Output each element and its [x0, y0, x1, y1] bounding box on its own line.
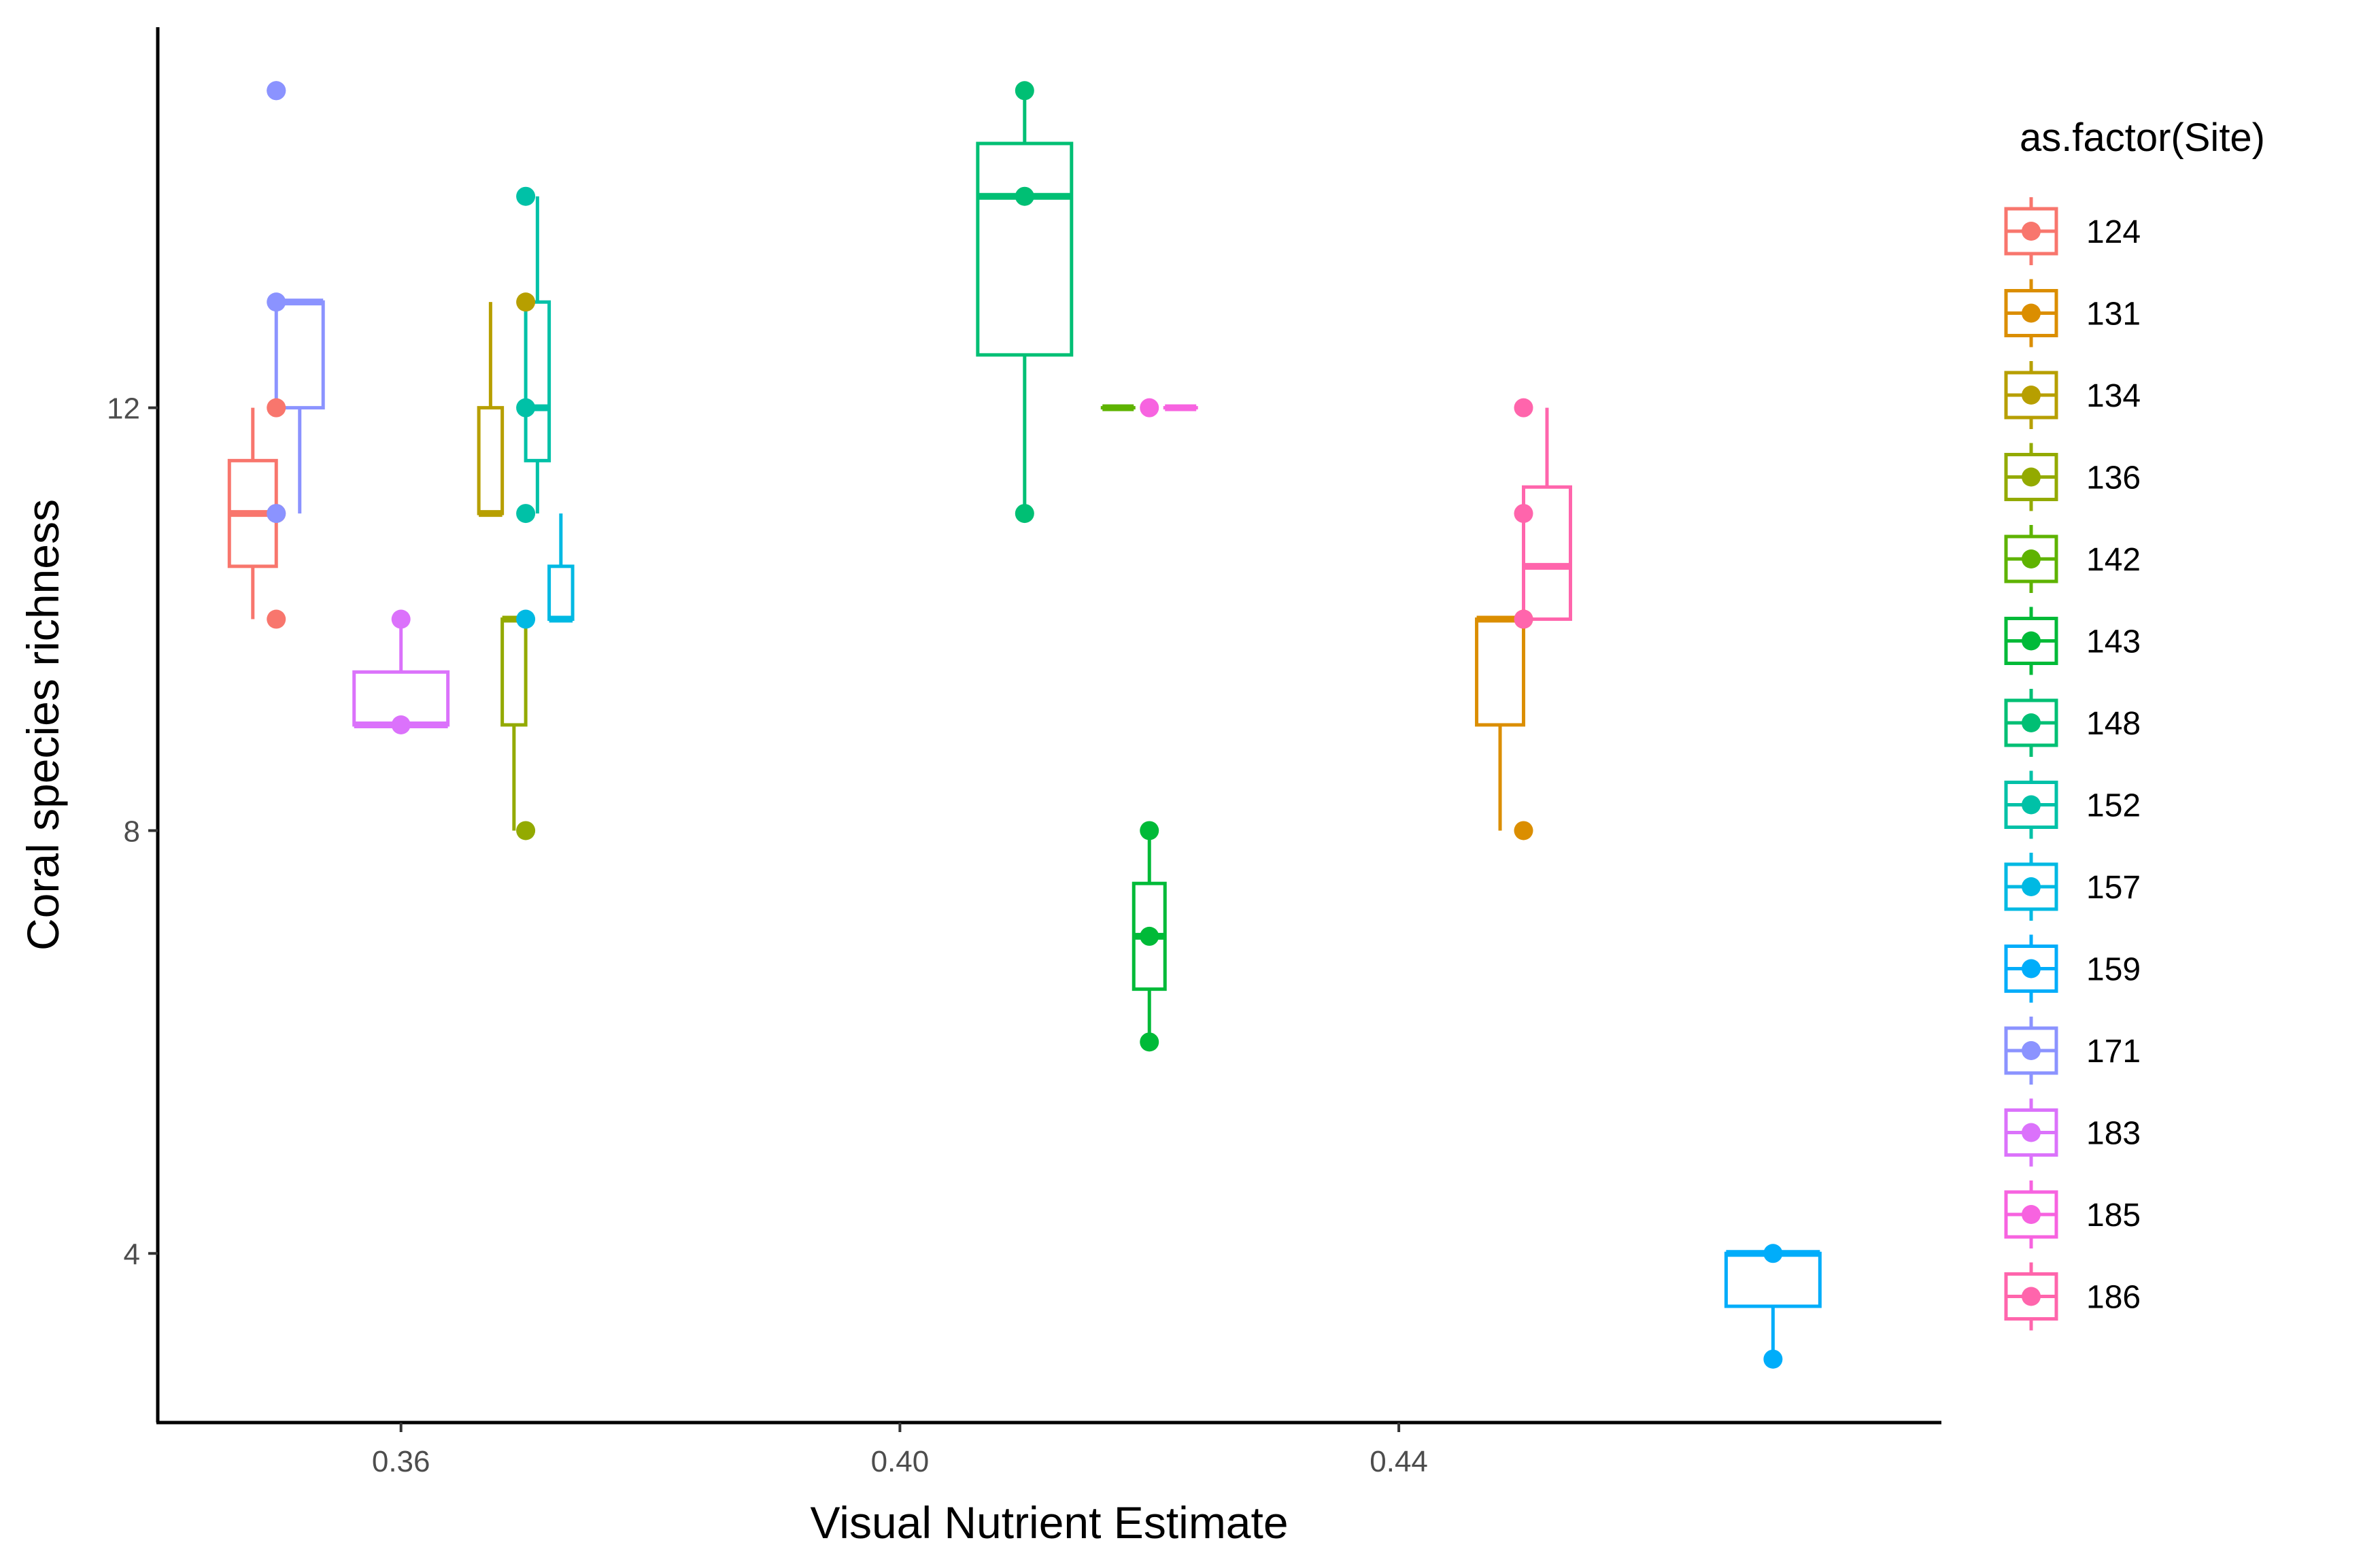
box-group-183 — [352, 619, 450, 728]
data-point-148 — [1015, 186, 1034, 206]
legend-key-159: 159 — [2004, 934, 2141, 1003]
legend-key-185: 185 — [2004, 1180, 2141, 1248]
box-group-131 — [1475, 615, 1526, 831]
legend-label-148: 148 — [2086, 706, 2141, 742]
data-point-134 — [516, 292, 536, 312]
x-tick-label: 0.36 — [372, 1445, 430, 1478]
box-group-136 — [500, 615, 528, 831]
ticks: 0.36 0.40 0.44 4 8 12 — [107, 392, 1428, 1478]
data-point-157 — [516, 609, 536, 629]
legend-key-183: 183 — [2004, 1098, 2141, 1167]
legend-key-point — [2022, 795, 2041, 815]
legend-key-point — [2022, 222, 2041, 241]
legend-label-142: 142 — [2086, 542, 2141, 578]
legend-key-point — [2022, 386, 2041, 405]
data-point-185 — [1140, 398, 1159, 418]
data-point-124 — [267, 609, 286, 629]
box — [274, 300, 325, 410]
legend-key-point — [2022, 713, 2041, 732]
plot-area — [227, 81, 1822, 1369]
data-point-171 — [267, 81, 286, 101]
data-point-148 — [1015, 81, 1034, 101]
box — [477, 406, 505, 515]
x-tick-label: 0.44 — [1370, 1445, 1428, 1478]
legend-label-157: 157 — [2086, 870, 2141, 906]
legend-label-185: 185 — [2086, 1197, 2141, 1234]
data-point-143 — [1140, 1032, 1159, 1052]
data-point-159 — [1763, 1244, 1783, 1263]
legend-key-point — [2022, 877, 2041, 896]
legend-key-186: 186 — [2004, 1262, 2141, 1331]
legend-key-point — [2022, 1123, 2041, 1142]
legend-key-157: 157 — [2004, 853, 2141, 921]
data-point-143 — [1140, 926, 1159, 946]
box — [1724, 1251, 1822, 1308]
data-point-159 — [1763, 1349, 1783, 1369]
y-tick-label: 4 — [124, 1238, 140, 1271]
legend-key-point — [2022, 631, 2041, 651]
axes — [156, 27, 1941, 1425]
legend-label-143: 143 — [2086, 624, 2141, 660]
legend-key-point — [2022, 959, 2041, 979]
x-axis-title: Visual Nutrient Estimate — [810, 1497, 1288, 1548]
legend-key-point — [2022, 549, 2041, 568]
x-tick-label: 0.40 — [871, 1445, 930, 1478]
box — [976, 141, 1074, 357]
box-group-152 — [524, 196, 551, 514]
y-tick-label: 8 — [124, 815, 140, 848]
legend-key-point — [2022, 1041, 2041, 1060]
legend-key-134: 134 — [2004, 361, 2141, 429]
box-group-148 — [976, 90, 1074, 514]
legend-label-183: 183 — [2086, 1116, 2141, 1152]
legend-label-186: 186 — [2086, 1280, 2141, 1316]
legend-key-171: 171 — [2004, 1017, 2141, 1085]
legend-title: as.factor(Site) — [2020, 116, 2265, 160]
legend-key-148: 148 — [2004, 689, 2141, 757]
legend-label-124: 124 — [2086, 214, 2141, 250]
box — [500, 617, 528, 727]
data-point-124 — [267, 398, 286, 418]
box — [1475, 617, 1526, 727]
data-point-152 — [516, 504, 536, 524]
data-point-152 — [516, 186, 536, 206]
data-point-131 — [1514, 821, 1533, 840]
box — [547, 564, 575, 622]
legend-key-point — [2022, 303, 2041, 323]
data-point-152 — [516, 398, 536, 418]
legend-key-131: 131 — [2004, 279, 2141, 347]
data-point-171 — [267, 292, 286, 312]
legend-label-152: 152 — [2086, 788, 2141, 824]
data-point-136 — [516, 821, 536, 840]
legend-label-136: 136 — [2086, 460, 2141, 496]
legend-label-134: 134 — [2086, 378, 2141, 414]
legend-key-124: 124 — [2004, 197, 2141, 265]
legend-key-142: 142 — [2004, 525, 2141, 593]
legend-label-159: 159 — [2086, 952, 2141, 988]
data-point-186 — [1514, 504, 1533, 524]
data-point-171 — [267, 504, 286, 524]
legend-key-152: 152 — [2004, 770, 2141, 839]
data-point-148 — [1015, 504, 1034, 524]
legend-key-point — [2022, 1287, 2041, 1306]
legend-label-131: 131 — [2086, 296, 2141, 333]
data-point-186 — [1514, 398, 1533, 418]
legend-label-171: 171 — [2086, 1034, 2141, 1070]
legend-key-point — [2022, 467, 2041, 487]
y-axis-title: Coral species richness — [18, 499, 68, 951]
box — [524, 300, 551, 462]
box-group-157 — [547, 513, 575, 623]
data-point-143 — [1140, 821, 1159, 840]
data-point-183 — [391, 609, 411, 629]
data-point-186 — [1514, 609, 1533, 629]
box-group-159 — [1724, 1250, 1822, 1359]
y-tick-label: 12 — [107, 392, 140, 426]
legend-key-point — [2022, 1205, 2041, 1224]
box — [1522, 485, 1572, 622]
legend-key-143: 143 — [2004, 607, 2141, 675]
data-point-183 — [391, 715, 411, 734]
box-group-134 — [477, 302, 505, 517]
legend-key-136: 136 — [2004, 443, 2141, 511]
legend: as.factor(Site) 124 131 134 136 142 143 148 152… — [2004, 116, 2265, 1331]
